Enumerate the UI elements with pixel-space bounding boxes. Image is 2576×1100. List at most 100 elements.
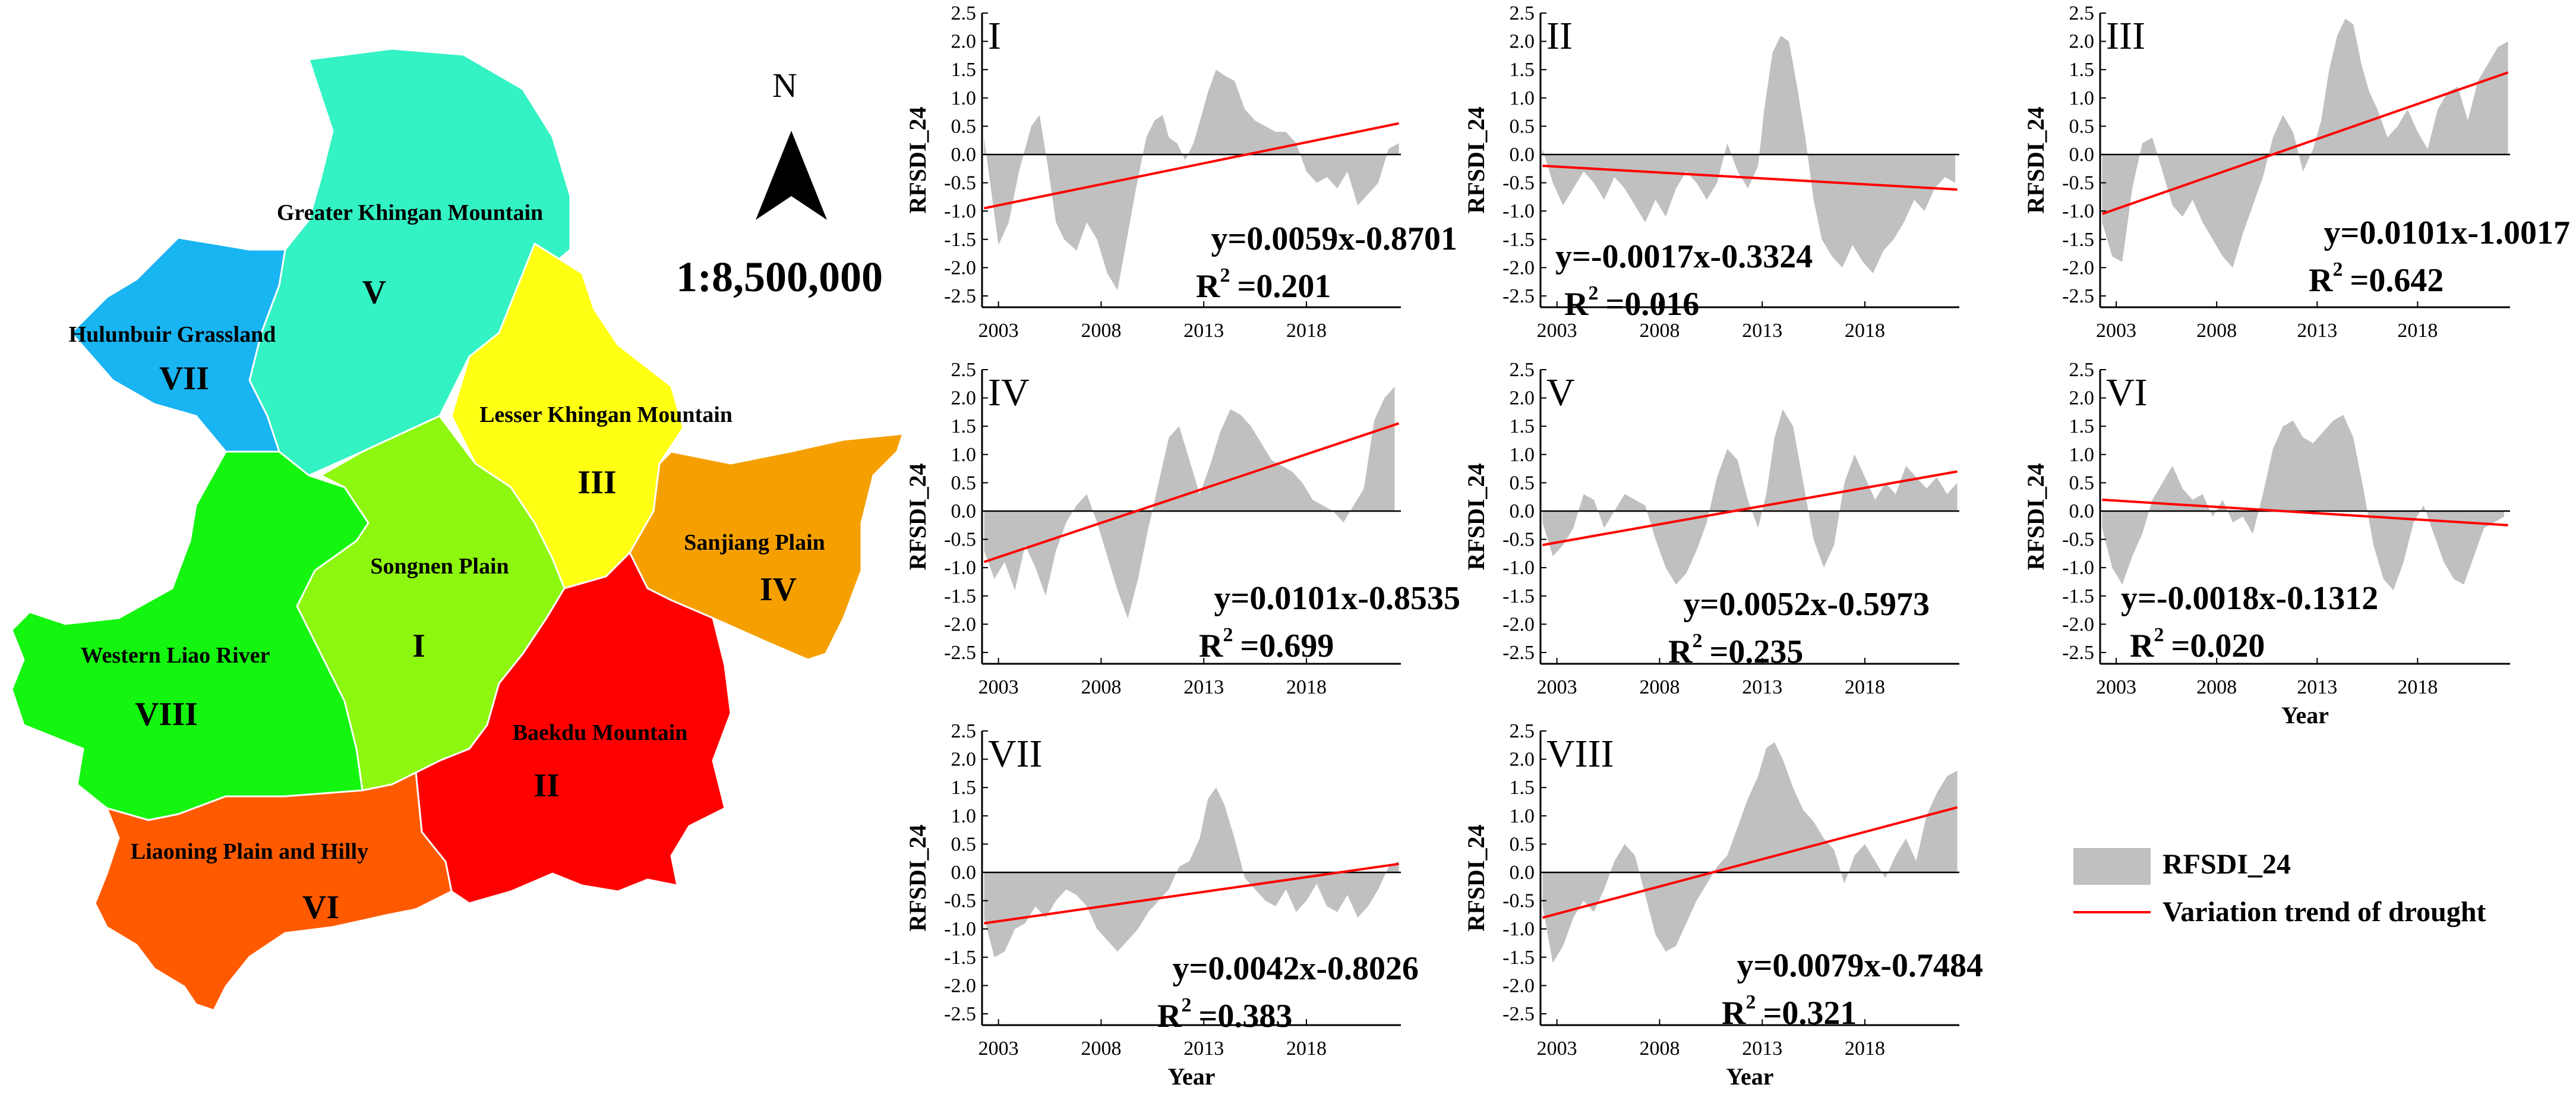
panel-label-viii: VIII	[1546, 732, 1614, 776]
y-tick-label-ii: -1.0	[1502, 200, 1535, 222]
map-label-liaoning: Liaoning Plain and Hilly	[131, 839, 368, 864]
x-tick-label-vi: 2008	[2196, 676, 2237, 698]
y-axis-title-vi: RFSDI_24	[2022, 463, 2049, 570]
y-tick-label-iv: 1.0	[951, 444, 977, 466]
map-scale: 1:8,500,000	[676, 253, 883, 301]
r-squared-superscript-ii: 2	[1588, 282, 1598, 304]
map-label-songnen: Songnen Plain	[370, 554, 509, 579]
x-axis-title-vi: Year	[2281, 702, 2329, 729]
y-tick-label-i: -0.5	[944, 172, 976, 194]
chart-svg: 2.52.01.51.00.50.0-0.5-1.0-1.5-2.0-2.520…	[904, 359, 1460, 698]
x-tick-label-ii: 2008	[1639, 320, 1680, 342]
y-tick-label-ii: -1.5	[1502, 229, 1535, 251]
y-tick-label-i: 1.0	[951, 87, 977, 109]
legend: RFSDI_24 Variation trend of drought	[2073, 841, 2561, 936]
y-tick-label-vii: -1.0	[944, 918, 976, 940]
r-squared-value-v: =0.235	[1709, 633, 1803, 670]
r-squared-value-iv: =0.699	[1240, 628, 1334, 664]
chart-svg: 2.52.01.51.00.50.0-0.5-1.0-1.5-2.0-2.520…	[1463, 720, 1983, 1090]
x-tick-label-i: 2003	[978, 320, 1019, 342]
y-tick-label-ii: -2.5	[1502, 285, 1535, 307]
y-tick-label-iv: 1.5	[951, 415, 977, 437]
trend-line-viii	[1542, 806, 1958, 919]
r-squared-symbol-iv: R	[1199, 628, 1223, 664]
y-tick-label-ii: -2.0	[1502, 257, 1535, 279]
y-tick-label-v: 1.5	[1510, 415, 1535, 437]
r-squared-superscript-i: 2	[1220, 264, 1230, 286]
r-squared-value-viii: =0.321	[1763, 995, 1857, 1032]
y-tick-label-iii: -1.0	[2062, 200, 2094, 222]
y-tick-label-iv: -0.5	[944, 529, 976, 551]
x-tick-label-v: 2018	[1845, 676, 1885, 698]
map-label-greater-khingan: Greater Khingan Mountain	[277, 200, 543, 225]
map-numeral-vi: VI	[302, 889, 339, 926]
y-tick-label-viii: 2.0	[1510, 749, 1535, 771]
y-axis-title-i: RFSDI_24	[904, 106, 931, 213]
y-tick-label-vi: 2.0	[2069, 387, 2095, 409]
r-squared-superscript-vi: 2	[2154, 624, 2164, 646]
y-tick-label-vii: 1.0	[951, 805, 977, 827]
x-tick-label-iv: 2003	[978, 676, 1019, 698]
y-tick-label-i: 0.5	[951, 115, 977, 137]
y-tick-label-iv: 0.0	[951, 500, 977, 522]
region-map: Greater Khingan Mountain V Hulunbuir Gra…	[0, 0, 903, 1097]
panel-label-v: V	[1546, 371, 1575, 414]
y-tick-label-vii: 2.0	[951, 749, 977, 771]
rfsdi-area-iv	[984, 386, 1395, 619]
panel-label-iii: III	[2106, 14, 2145, 58]
r-squared-symbol-vii: R	[1157, 998, 1182, 1035]
y-tick-label-i: 0.0	[951, 144, 977, 166]
x-tick-label-i: 2018	[1286, 320, 1327, 342]
y-tick-label-viii: -0.5	[1502, 890, 1535, 912]
y-tick-label-vi: -2.0	[2062, 613, 2094, 635]
map-numeral-iii: III	[577, 464, 616, 501]
r-squared-symbol-i: R	[1196, 268, 1220, 305]
rfsdi-area-iii	[2102, 18, 2508, 268]
y-tick-label-iii: -0.5	[2062, 172, 2094, 194]
panel-label-iv: IV	[988, 371, 1030, 414]
map-numeral-i: I	[412, 628, 425, 664]
equation-i: y=0.0059x-0.8701	[1211, 220, 1457, 257]
r-squared-symbol-iii: R	[2309, 262, 2333, 299]
trend-line-iii	[2101, 71, 2509, 215]
north-label: N	[772, 66, 797, 105]
y-tick-label-viii: -2.5	[1502, 1003, 1535, 1025]
legend-trend-label: Variation trend of drought	[2163, 896, 2486, 928]
y-tick-label-iii: 2.5	[2069, 2, 2095, 24]
y-tick-label-i: -2.0	[944, 257, 976, 279]
rfsdi-area-viii	[1542, 742, 1958, 963]
y-axis-title-vii: RFSDI_24	[904, 824, 931, 931]
panel-label-i: I	[988, 14, 1001, 58]
y-tick-label-iv: 2.5	[951, 359, 977, 381]
equation-vi: y=-0.0018x-0.1312	[2121, 580, 2378, 617]
y-tick-label-iv: -2.5	[944, 642, 976, 664]
y-tick-label-iii: 0.5	[2069, 115, 2095, 137]
y-axis-title-v: RFSDI_24	[1463, 463, 1489, 570]
legend-bar-label: RFSDI_24	[2163, 849, 2291, 880]
r-squared-superscript-iv: 2	[1223, 624, 1233, 646]
plot-panel-ii: 2.5 2.0 1.5 1.0 0.5 0.0 -0.5 -1.0 -1.5 -2.0 -2.5 20…	[1463, 0, 2025, 363]
y-tick-label-i: 2.5	[951, 2, 977, 24]
y-tick-label-ii: -0.5	[1502, 172, 1535, 194]
y-tick-label-ii: 1.0	[1510, 87, 1535, 109]
r-squared-superscript-v: 2	[1692, 630, 1702, 652]
y-tick-label-v: 1.0	[1510, 444, 1535, 466]
y-tick-label-vi: 1.5	[2069, 415, 2095, 437]
x-tick-label-v: 2013	[1742, 676, 1782, 698]
y-tick-label-v: 2.5	[1510, 359, 1535, 381]
panel-label-ii: II	[1546, 14, 1573, 58]
r-squared-symbol-v: R	[1668, 633, 1693, 670]
map-numeral-vii: VII	[159, 360, 209, 397]
y-tick-label-i: -1.5	[944, 229, 976, 251]
y-tick-label-vii: 0.0	[951, 862, 977, 884]
y-tick-label-ii: 0.0	[1510, 144, 1535, 166]
y-axis-title-iii: RFSDI_24	[2022, 106, 2049, 213]
y-tick-label-i: -2.5	[944, 285, 976, 307]
y-tick-label-v: -0.5	[1502, 529, 1535, 551]
y-tick-label-viii: -1.5	[1502, 947, 1535, 969]
y-tick-label-vi: 0.0	[2069, 500, 2095, 522]
y-tick-label-viii: 2.5	[1510, 720, 1535, 742]
y-tick-label-viii: -1.0	[1502, 918, 1535, 940]
legend-trend-line	[2073, 911, 2151, 913]
x-tick-label-iii: 2008	[2196, 320, 2237, 342]
